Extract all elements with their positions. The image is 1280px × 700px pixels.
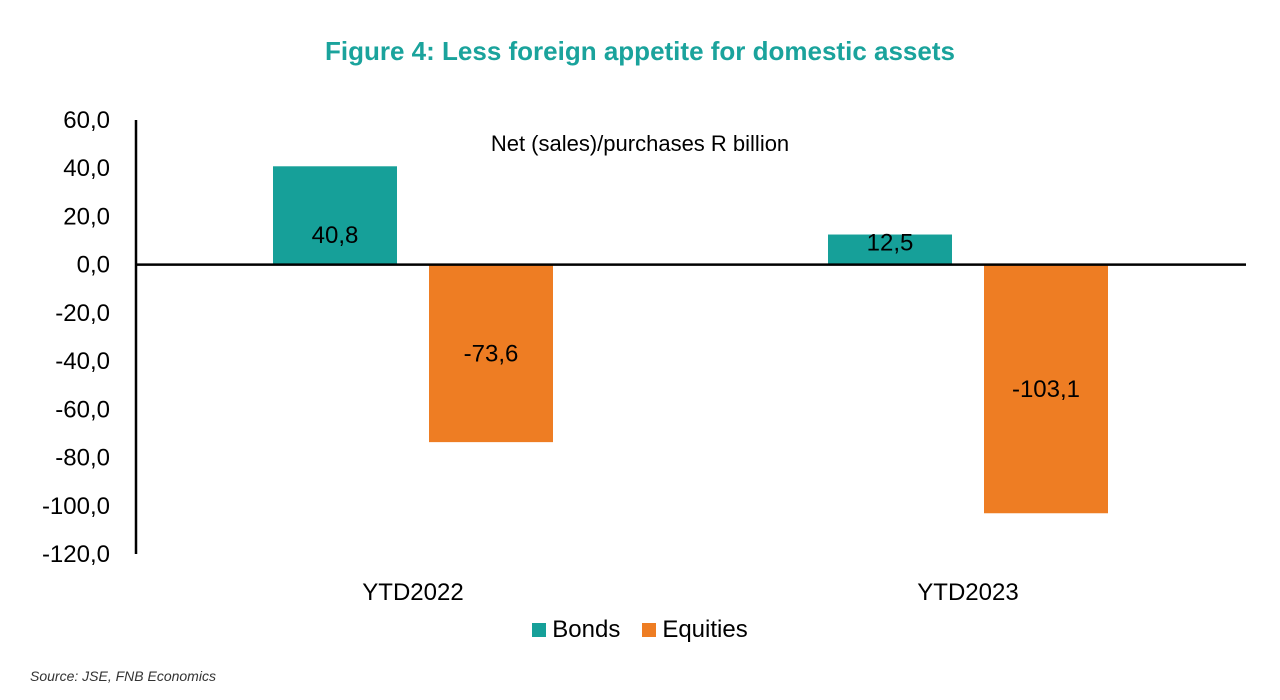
source-note: Source: JSE, FNB Economics	[30, 668, 216, 684]
y-tick-label: -40,0	[55, 348, 110, 375]
data-label: 12,5	[867, 230, 914, 257]
bar-bonds-ytd2023	[828, 234, 952, 265]
legend-item-equities: Equities	[642, 616, 748, 644]
legend-item-bonds: Bonds	[532, 616, 620, 644]
y-tick-label: -80,0	[55, 445, 110, 472]
y-tick-label: 0,0	[77, 252, 110, 279]
chart-annotation: Net (sales)/purchases R billion	[491, 131, 789, 156]
legend-label-bonds: Bonds	[552, 616, 621, 643]
legend-swatch-equities	[642, 623, 657, 637]
y-tick-label: -120,0	[42, 541, 110, 568]
y-tick-label: 60,0	[63, 107, 110, 134]
x-category-label: YTD2023	[917, 579, 1018, 606]
legend-swatch-bonds	[532, 623, 547, 637]
bar-bonds-ytd2022	[273, 166, 397, 265]
data-label: -103,1	[1012, 376, 1080, 403]
y-tick-label: -100,0	[42, 493, 110, 520]
y-tick-label: -60,0	[55, 396, 110, 423]
data-label: 40,8	[312, 222, 359, 249]
y-tick-label: 20,0	[63, 203, 110, 230]
chart-legend: Bonds Equities	[0, 616, 1280, 644]
y-tick-label: -20,0	[55, 300, 110, 327]
data-label: -73,6	[464, 340, 519, 367]
bar-equities-ytd2022	[429, 264, 553, 443]
chart-title: Figure 4: Less foreign appetite for dome…	[325, 36, 955, 66]
y-tick-label: 40,0	[63, 155, 110, 182]
legend-label-equities: Equities	[662, 616, 748, 643]
x-category-label: YTD2022	[362, 579, 463, 606]
bar-equities-ytd2023	[984, 264, 1108, 514]
